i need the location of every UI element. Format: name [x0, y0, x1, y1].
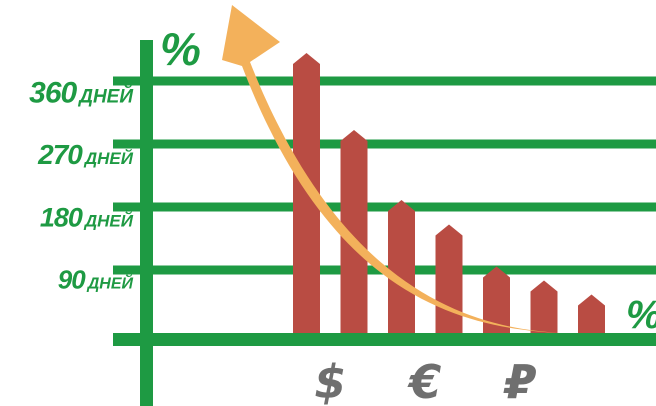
bars: [293, 53, 605, 333]
ruble-label: ₽: [503, 355, 537, 406]
grid-lines: [113, 76, 656, 275]
euro-label: €: [407, 355, 441, 406]
dollar-label: $: [314, 355, 346, 406]
grid-line-180: [113, 202, 656, 212]
bar-3: [388, 200, 415, 333]
x-axis: [113, 333, 656, 346]
grid-line-360: [113, 76, 656, 86]
bar-4: [435, 224, 463, 333]
x-tick-labels: $ € ₽: [314, 355, 537, 406]
y-tick-label-90: 90 ДНЕЙ: [58, 265, 134, 295]
trend-arrow: [222, 5, 560, 333]
bar-7: [578, 294, 605, 333]
y-tick-label-180: 180 ДНЕЙ: [40, 202, 134, 232]
x-unit-label: %: [626, 293, 656, 337]
y-axis: [140, 40, 153, 406]
y-tick-labels: 90 ДНЕЙ 180 ДНЕЙ 270 ДНЕЙ 360 ДНЕЙ: [29, 77, 134, 295]
grid-line-270: [113, 139, 656, 149]
bar-1: [293, 53, 320, 333]
y-unit-label: %: [160, 23, 201, 75]
bar-5: [483, 266, 510, 333]
y-tick-label-360: 360 ДНЕЙ: [29, 77, 133, 110]
y-tick-label-270: 270 ДНЕЙ: [37, 139, 134, 170]
bar-6: [530, 280, 558, 333]
bar-2: [340, 130, 368, 333]
